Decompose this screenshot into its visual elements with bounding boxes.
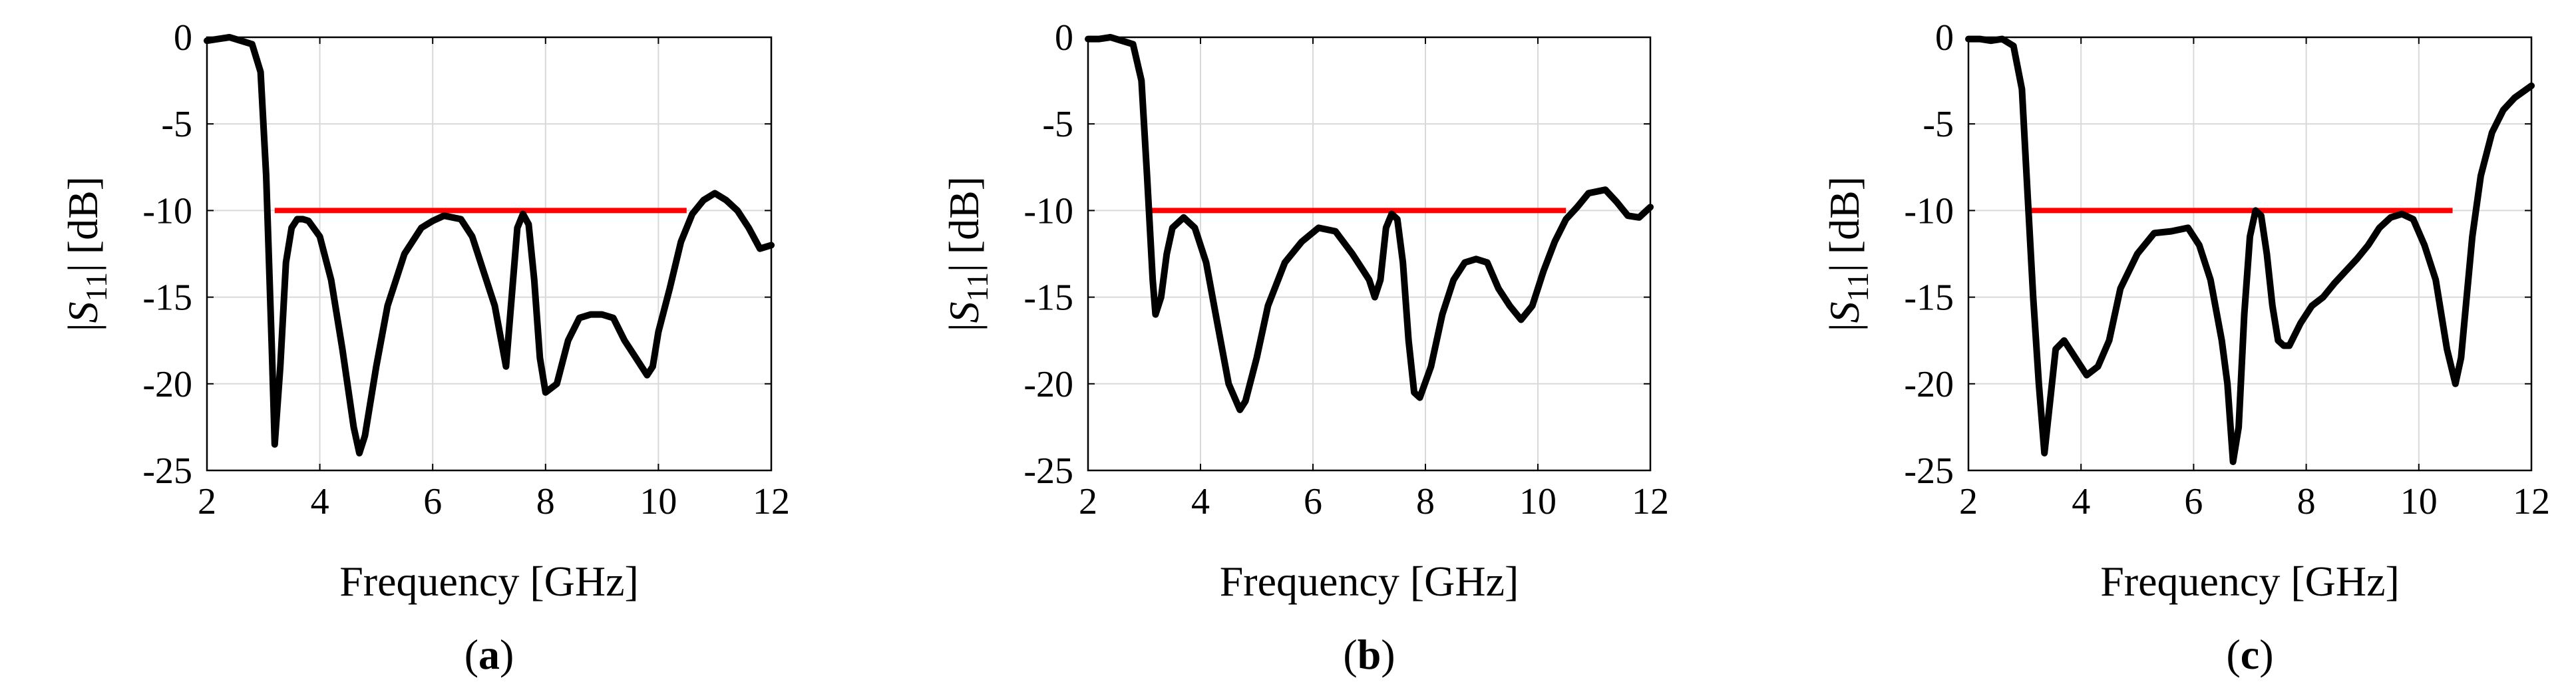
ylabel-symbol: S	[59, 301, 106, 323]
series-line-s11	[1965, 35, 2535, 465]
y-tick-label: -15	[1904, 277, 1954, 319]
ylabel-unit: [dB]	[940, 176, 988, 254]
y-tick-label: -5	[1042, 104, 1073, 145]
x-tick-label: 2	[1959, 481, 1978, 522]
ylabel-symbol: S	[940, 301, 988, 323]
axes-box	[206, 36, 773, 472]
x-axis-label: Frequency [GHz]	[1220, 558, 1519, 605]
x-tick-label: 12	[753, 481, 790, 522]
panel-label-close: )	[2259, 631, 2273, 678]
x-tick-label: 10	[640, 481, 677, 522]
y-tick-label: -25	[1023, 450, 1073, 492]
x-tick-label: 10	[1519, 481, 1557, 522]
y-tick-label: -10	[1904, 190, 1954, 232]
panel-label-close: )	[500, 631, 514, 678]
x-tick-label: 6	[423, 481, 442, 522]
x-tick-label: 2	[198, 481, 216, 522]
x-tick-label: 4	[2072, 481, 2090, 522]
y-tick-label: 0	[1935, 17, 1954, 59]
y-tick-label: -25	[1904, 450, 1954, 492]
y-tick-label: -20	[142, 364, 192, 405]
panel-label-open: (	[464, 631, 478, 678]
x-tick-label: 12	[2513, 481, 2550, 522]
y-tick-label: -20	[1904, 364, 1954, 405]
series-line-s11	[1085, 34, 1654, 413]
y-axis-label: |S11|[dB]	[940, 176, 994, 331]
y-tick-label: -5	[161, 104, 192, 145]
y-tick-label: 0	[1055, 17, 1073, 59]
ylabel-bar-right: |	[59, 263, 106, 272]
y-axis-label: |S11|[dB]	[1821, 176, 1875, 331]
ylabel-bar-left: |	[1821, 323, 1868, 331]
x-tick-label: 6	[2184, 481, 2203, 522]
y-tick-label: -15	[1023, 277, 1073, 319]
x-tick-label: 12	[1632, 481, 1669, 522]
y-tick-label: -20	[1023, 364, 1073, 405]
y-tick-label: -5	[1923, 104, 1954, 145]
y-tick-label: -10	[1023, 190, 1073, 232]
x-tick-label: 8	[2297, 481, 2316, 522]
x-tick-label: 8	[1416, 481, 1435, 522]
ylabel-unit: [dB]	[1821, 176, 1868, 254]
ylabel-symbol: S	[1821, 301, 1868, 323]
panel-label-open: (	[2226, 631, 2240, 678]
panel-label-letter: a	[478, 631, 500, 678]
y-tick-label: -15	[142, 277, 192, 319]
ylabel-bar-left: |	[940, 323, 988, 331]
axes-box	[1087, 36, 1652, 472]
ylabel-bar-right: |	[1821, 263, 1868, 272]
y-tick-label: 0	[174, 17, 192, 59]
x-tick-label: 4	[311, 481, 329, 522]
x-tick-label: 10	[2400, 481, 2438, 522]
x-tick-label: 8	[536, 481, 555, 522]
ylabel-subscript: 11	[79, 272, 113, 301]
series-line-s11	[204, 34, 775, 456]
panel-label-open: (	[1343, 631, 1357, 678]
ylabel-bar-left: |	[59, 323, 106, 331]
panel-label-close: )	[1381, 631, 1395, 678]
y-axis-label: |S11|[dB]	[59, 176, 113, 331]
x-tick-label: 2	[1079, 481, 1097, 522]
x-tick-label: 6	[1304, 481, 1322, 522]
panel-label: (c)	[2226, 631, 2273, 678]
ylabel-bar-right: |	[940, 263, 988, 272]
panel-label-letter: b	[1358, 631, 1381, 678]
x-axis-label: Frequency [GHz]	[339, 558, 639, 605]
y-tick-label: -25	[142, 450, 192, 492]
panel-label-letter: c	[2241, 631, 2259, 678]
x-axis-label: Frequency [GHz]	[2100, 558, 2400, 605]
panel-label: (a)	[464, 631, 514, 678]
ylabel-unit: [dB]	[59, 176, 106, 254]
ylabel-subscript: 11	[1841, 272, 1875, 301]
ylabel-subscript: 11	[960, 272, 994, 301]
axes-box	[1967, 36, 2533, 472]
y-tick-label: -10	[142, 190, 192, 232]
x-tick-label: 4	[1191, 481, 1210, 522]
panel-label: (b)	[1343, 631, 1395, 678]
